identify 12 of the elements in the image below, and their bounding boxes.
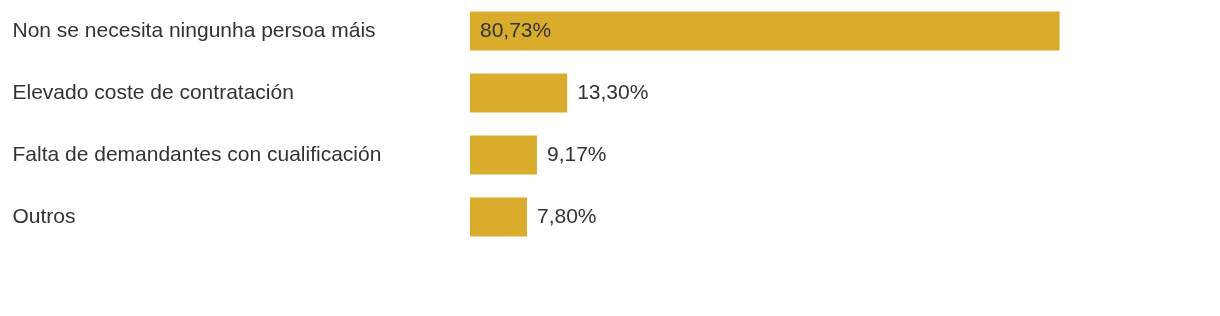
y-tick-label: Falta de demandantes con cualificación (12, 142, 382, 165)
data-label: 13,30% (577, 80, 649, 103)
bar (470, 11, 1060, 51)
bar (470, 73, 568, 113)
bar (470, 197, 527, 237)
bar (470, 135, 537, 175)
y-tick-label: Elevado coste de contratación (12, 80, 294, 103)
data-label: 7,80% (536, 204, 597, 227)
y-tick-label: Outros (12, 204, 76, 227)
y-tick-label: Non se necesita ningunha persoa máis (12, 18, 376, 41)
data-label: 9,17% (546, 142, 607, 165)
data-label: 80,73% (480, 18, 552, 41)
